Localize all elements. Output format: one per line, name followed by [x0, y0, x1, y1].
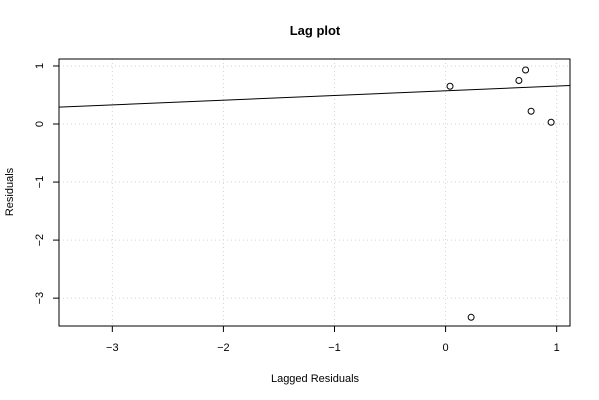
data-point: [547, 118, 555, 126]
y-tick-label: −2: [34, 234, 46, 247]
data-point: [522, 66, 530, 74]
y-axis-label: Residuals: [4, 167, 16, 216]
x-axis: −3 −2 −1 0 1: [106, 326, 560, 354]
regression-line: [58, 85, 571, 108]
data-point: [467, 313, 475, 321]
data-point: [527, 107, 535, 115]
y-axis: −3 −2 −1 0 1: [34, 63, 59, 305]
x-tick-label: −1: [328, 342, 341, 354]
x-tick-label: 1: [554, 342, 560, 354]
x-tick-label: −2: [217, 342, 230, 354]
y-tick-label: 1: [34, 63, 46, 69]
y-tick-label: −3: [34, 292, 46, 305]
y-tick-label: −1: [34, 176, 46, 189]
grid-lines: [59, 59, 570, 326]
y-tick-label: 0: [34, 121, 46, 127]
data-point: [446, 82, 454, 90]
chart-title: Lag plot: [290, 23, 341, 38]
x-tick-label: −3: [106, 342, 119, 354]
x-axis-label: Lagged Residuals: [271, 373, 360, 385]
data-points: [446, 66, 555, 321]
plot-frame: [58, 58, 571, 327]
x-tick-label: 0: [443, 342, 449, 354]
data-point: [515, 76, 523, 84]
